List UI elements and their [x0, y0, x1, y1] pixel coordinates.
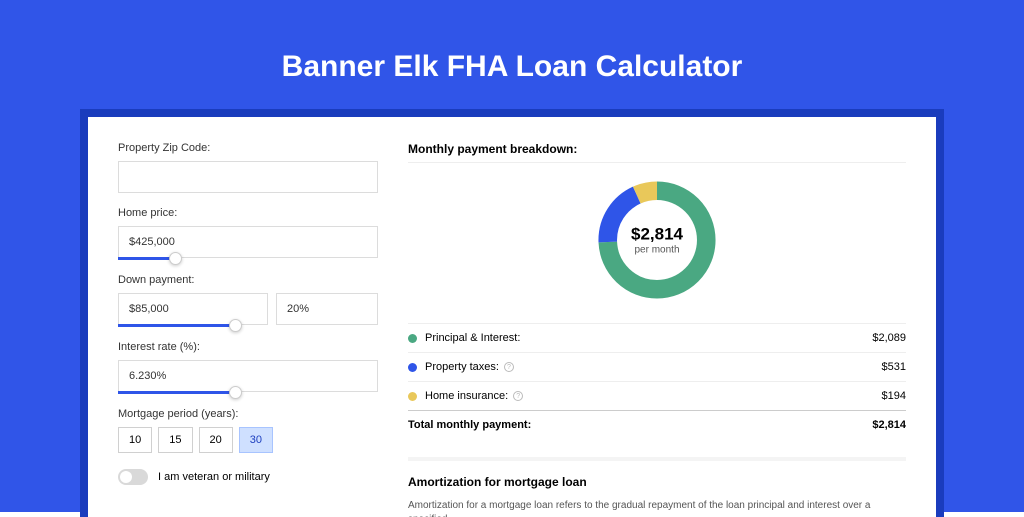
info-icon[interactable]: ? [504, 362, 514, 372]
dot-icon [408, 363, 417, 372]
down-payment-amount-input[interactable] [118, 293, 268, 325]
inputs-panel: Property Zip Code: Home price: Down paym… [118, 142, 378, 517]
principal-label: Principal & Interest: [425, 332, 520, 344]
dot-icon [408, 392, 417, 401]
donut-amount: $2,814 [631, 225, 683, 245]
line-insurance: Home insurance: ? $194 [408, 381, 906, 410]
line-total: Total monthly payment: $2,814 [408, 410, 906, 439]
card-border: Property Zip Code: Home price: Down paym… [80, 109, 944, 517]
period-option-30[interactable]: 30 [239, 427, 273, 453]
amortization-text: Amortization for a mortgage loan refers … [408, 499, 906, 517]
home-price-input[interactable] [118, 226, 378, 258]
slider-handle-icon[interactable] [229, 319, 242, 332]
field-home-price: Home price: [118, 207, 378, 260]
veteran-label: I am veteran or military [158, 471, 270, 483]
donut-center: $2,814 per month [631, 225, 683, 256]
period-option-10[interactable]: 10 [118, 427, 152, 453]
down-payment-slider[interactable] [118, 324, 235, 327]
breakdown-title: Monthly payment breakdown: [408, 142, 906, 163]
insurance-amount: $194 [882, 390, 906, 402]
page-title: Banner Elk FHA Loan Calculator [0, 50, 1024, 84]
period-option-15[interactable]: 15 [158, 427, 192, 453]
total-label: Total monthly payment: [408, 419, 531, 431]
interest-label: Interest rate (%): [118, 341, 378, 353]
taxes-amount: $531 [882, 361, 906, 373]
field-interest: Interest rate (%): [118, 341, 378, 394]
zip-label: Property Zip Code: [118, 142, 378, 154]
page-frame: Banner Elk FHA Loan Calculator Property … [0, 0, 1024, 512]
period-options: 10 15 20 30 [118, 427, 378, 453]
zip-input[interactable] [118, 161, 378, 193]
veteran-toggle[interactable] [118, 469, 148, 485]
home-price-label: Home price: [118, 207, 378, 219]
interest-input[interactable] [118, 360, 378, 392]
breakdown-panel: Monthly payment breakdown: $2,814 per mo… [408, 142, 906, 517]
interest-slider[interactable] [118, 391, 235, 394]
line-principal: Principal & Interest: $2,089 [408, 323, 906, 352]
calculator-card: Property Zip Code: Home price: Down paym… [88, 117, 936, 517]
principal-amount: $2,089 [872, 332, 906, 344]
period-label: Mortgage period (years): [118, 408, 378, 420]
donut-chart: $2,814 per month [408, 175, 906, 305]
amortization-title: Amortization for mortgage loan [408, 457, 906, 489]
down-payment-label: Down payment: [118, 274, 378, 286]
total-amount: $2,814 [872, 419, 906, 431]
dot-icon [408, 334, 417, 343]
info-icon[interactable]: ? [513, 391, 523, 401]
insurance-label: Home insurance: [425, 390, 508, 402]
field-down-payment: Down payment: [118, 274, 378, 327]
period-option-20[interactable]: 20 [199, 427, 233, 453]
field-period: Mortgage period (years): 10 15 20 30 [118, 408, 378, 453]
down-payment-percent-input[interactable] [276, 293, 378, 325]
line-taxes: Property taxes: ? $531 [408, 352, 906, 381]
slider-handle-icon[interactable] [229, 386, 242, 399]
taxes-label: Property taxes: [425, 361, 499, 373]
slider-handle-icon[interactable] [169, 252, 182, 265]
home-price-slider[interactable] [118, 257, 175, 260]
veteran-row: I am veteran or military [118, 469, 378, 485]
field-zip: Property Zip Code: [118, 142, 378, 193]
donut-sub: per month [631, 245, 683, 256]
